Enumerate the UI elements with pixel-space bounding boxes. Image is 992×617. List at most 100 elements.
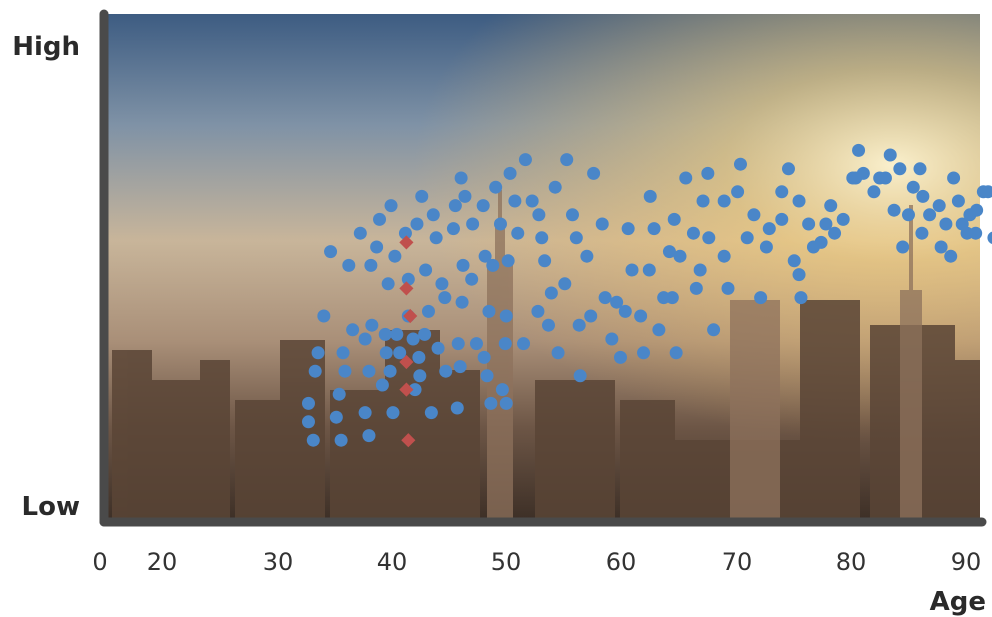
circle-point (824, 199, 838, 213)
circle-point (365, 318, 379, 332)
circle-point (508, 194, 522, 208)
circle-point (637, 346, 651, 360)
circle-point (346, 323, 360, 337)
circle-point (544, 286, 558, 300)
circle-point (532, 208, 546, 222)
circle-point (476, 199, 490, 213)
circle-point (587, 166, 601, 180)
circle-point (792, 268, 806, 282)
circle-point (406, 332, 420, 346)
y-tick-label-low: Low (22, 492, 80, 522)
circle-point (541, 318, 555, 332)
circle-point (906, 180, 920, 194)
circle-point (787, 254, 801, 268)
circle-point (362, 364, 376, 378)
circle-point (836, 212, 850, 226)
circle-point (721, 281, 735, 295)
circle-point (775, 212, 789, 226)
circle-point (415, 189, 429, 203)
circle-point (306, 433, 320, 447)
circle-point (913, 162, 927, 176)
circle-point (754, 291, 768, 305)
circle-point (353, 226, 367, 240)
circle-point (673, 249, 687, 263)
circle-point (613, 350, 627, 364)
circle-point (498, 337, 512, 351)
x-tick-label: 30 (263, 548, 294, 576)
circle-point (896, 240, 910, 254)
circle-point (438, 291, 452, 305)
circle-point (493, 217, 507, 231)
circle-point (477, 350, 491, 364)
circle-point (643, 189, 657, 203)
circle-point (413, 369, 427, 383)
circle-point (358, 332, 372, 346)
circle-point (947, 171, 961, 185)
circle-point (759, 240, 773, 254)
circle-point (852, 143, 866, 157)
circle-point (301, 415, 315, 429)
circle-point (828, 226, 842, 240)
circle-point (317, 309, 331, 323)
circle-point (647, 222, 661, 236)
circle-point (390, 327, 404, 341)
circle-point (802, 217, 816, 231)
circle-point (342, 258, 356, 272)
circle-point (548, 180, 562, 194)
circle-point (669, 346, 683, 360)
x-tick-label: 40 (377, 548, 408, 576)
circle-point (308, 364, 322, 378)
diamond-point (399, 382, 414, 397)
circle-point (665, 291, 679, 305)
circle-point (531, 304, 545, 318)
x-tick-label: 0 (92, 548, 107, 576)
diamond-point (403, 308, 418, 324)
circle-point (595, 217, 609, 231)
circle-point (419, 263, 433, 277)
circle-point (883, 148, 897, 162)
circle-point (981, 185, 992, 199)
x-tick-label: 70 (722, 548, 753, 576)
circle-point (378, 327, 392, 341)
circle-point (454, 171, 468, 185)
circle-point (480, 369, 494, 383)
circle-point (662, 245, 676, 259)
circle-point (740, 231, 754, 245)
circle-point (332, 387, 346, 401)
circle-point (466, 217, 480, 231)
circle-point (379, 346, 393, 360)
circle-point (893, 162, 907, 176)
circle-point (431, 341, 445, 355)
circle-point (458, 189, 472, 203)
circle-point (717, 249, 731, 263)
x-tick-label: 90 (951, 548, 982, 576)
circle-point (311, 346, 325, 360)
circle-point (370, 240, 384, 254)
circle-point (486, 258, 500, 272)
y-tick-label-high: High (12, 32, 80, 62)
circle-point (384, 199, 398, 213)
circle-point (747, 208, 761, 222)
circle-point (517, 337, 531, 351)
circle-point (456, 258, 470, 272)
circle-point (679, 171, 693, 185)
circle-point (598, 291, 612, 305)
circle-point (618, 304, 632, 318)
circle-point (338, 364, 352, 378)
circle-point (944, 249, 958, 263)
circle-point (573, 369, 587, 383)
circle-point (429, 231, 443, 245)
circle-point (625, 263, 639, 277)
circle-point (538, 254, 552, 268)
circle-point (398, 226, 412, 240)
circle-point (775, 185, 789, 199)
circle-point (951, 194, 965, 208)
circle-point (451, 337, 465, 351)
circle-point (707, 323, 721, 337)
circle-point (792, 194, 806, 208)
circle-point (408, 383, 422, 397)
data-marks (301, 143, 992, 448)
circle-point (499, 396, 513, 410)
circle-point (421, 304, 435, 318)
circle-point (518, 153, 532, 167)
